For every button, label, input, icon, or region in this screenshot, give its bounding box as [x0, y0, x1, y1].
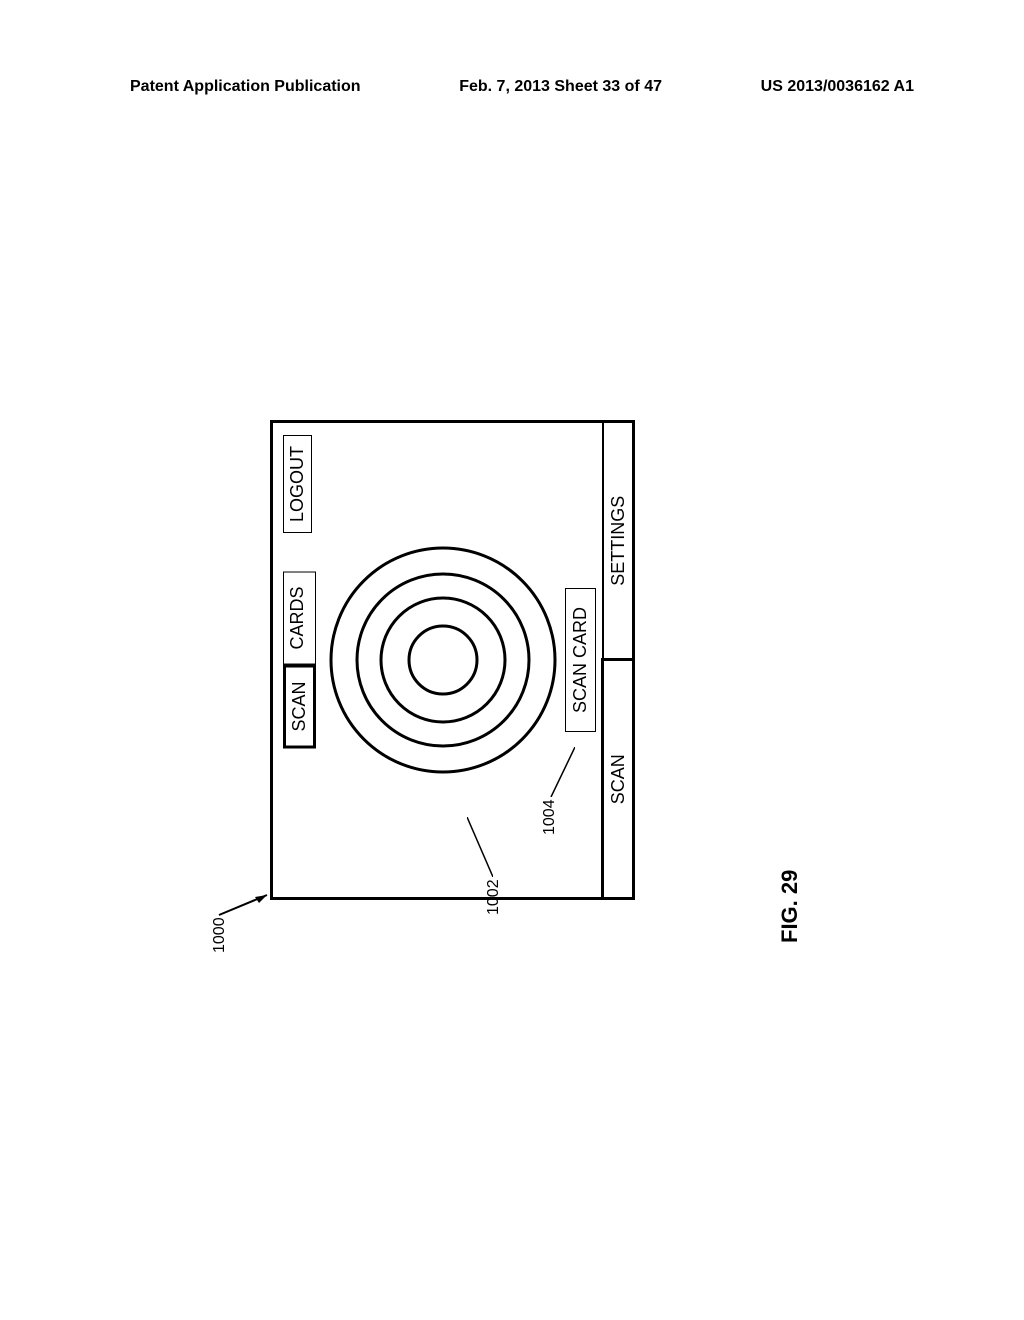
tab-scan[interactable]: SCAN	[283, 665, 316, 749]
figure-29: 1000 SCAN CARDS LOGOUT SCAN CARD SCAN SE…	[235, 275, 795, 1045]
device-screen: SCAN CARDS LOGOUT SCAN CARD SCAN SETTING…	[270, 420, 635, 900]
top-tabs: SCAN CARDS	[283, 571, 316, 748]
header-pubnumber: US 2013/0036162 A1	[761, 78, 914, 96]
scan-card-button[interactable]: SCAN CARD	[565, 588, 596, 732]
bottom-tab-settings[interactable]: SETTINGS	[604, 423, 632, 659]
page-header: Patent Application Publication Feb. 7, 2…	[130, 78, 914, 96]
ref-label-1000: 1000	[211, 917, 229, 953]
ref-label-1004: 1004	[541, 799, 559, 835]
bottom-tab-scan[interactable]: SCAN	[601, 659, 632, 898]
header-publication: Patent Application Publication	[130, 78, 361, 96]
logout-button[interactable]: LOGOUT	[283, 435, 312, 533]
bottom-nav: SCAN SETTINGS	[602, 423, 632, 897]
leader-1004	[549, 747, 575, 797]
tab-cards[interactable]: CARDS	[283, 571, 316, 664]
leader-arrow-1000	[217, 887, 272, 917]
ref-label-1002: 1002	[485, 879, 503, 915]
leader-1002	[467, 817, 493, 877]
figure-label: FIG. 29	[777, 870, 803, 943]
header-date-sheet: Feb. 7, 2013 Sheet 33 of 47	[459, 78, 662, 96]
scan-target-rings	[328, 545, 558, 775]
